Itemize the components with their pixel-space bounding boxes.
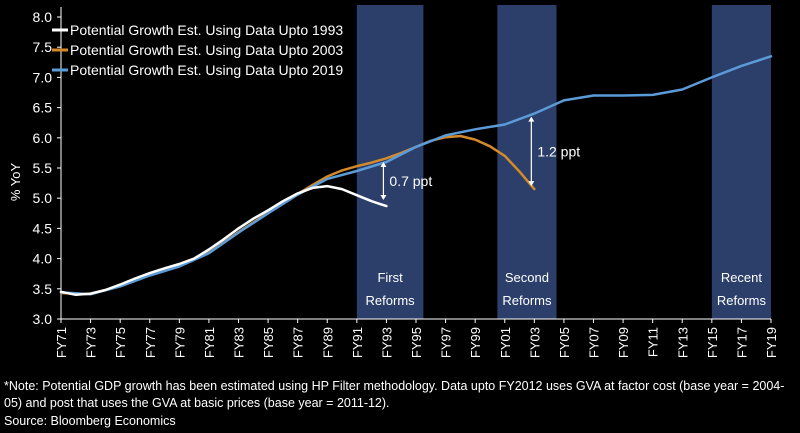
y-tick-label: 5.0 [33, 190, 53, 206]
series-lines [59, 55, 773, 297]
x-tick-label: FY07 [587, 327, 602, 358]
chart-area: First Reforms Second Reforms Recent Reforms 3… [8, 5, 779, 358]
reform-band-label: Recent [721, 270, 763, 285]
y-tick-label: 7.0 [33, 69, 53, 85]
series-line [59, 184, 388, 297]
y-tick-label: 8.0 [33, 9, 53, 25]
reform-band [356, 5, 424, 319]
series-line [59, 55, 773, 296]
x-tick-label: FY17 [734, 327, 749, 358]
x-tick-label: FY87 [291, 327, 306, 358]
x-tick-label: FY93 [379, 327, 394, 358]
x-tick-label: FY09 [616, 327, 631, 358]
y-tick-label: 7.5 [33, 39, 53, 55]
gap-label: 1.2 ppt [537, 143, 580, 159]
x-tick-label: FY99 [468, 327, 483, 358]
legend-entry: Potential Growth Est. Using Data Upto 19… [70, 22, 343, 38]
reform-band-label: Reforms [717, 293, 767, 308]
legend-entry: Potential Growth Est. Using Data Upto 20… [70, 62, 343, 78]
x-tick-label: FY95 [409, 327, 424, 358]
legend: Potential Growth Est. Using Data Upto 19… [52, 22, 343, 78]
x-tick-label: FY73 [84, 327, 99, 358]
x-tick-label: FY97 [439, 327, 454, 358]
gap-label: 0.7 ppt [389, 173, 432, 189]
x-tick-label: FY85 [261, 327, 276, 358]
y-tick-label: 6.0 [33, 130, 53, 146]
y-tick-label: 3.5 [33, 281, 53, 297]
arrow-head [380, 161, 387, 167]
x-tick-label: FY01 [498, 327, 513, 358]
reform-bands: First Reforms Second Reforms Recent Reforms [356, 5, 771, 319]
x-tick-label: FY77 [143, 327, 158, 358]
y-tick-label: 5.5 [33, 160, 53, 176]
x-tick-label: FY03 [527, 327, 542, 358]
x-tick-label: FY79 [172, 327, 187, 358]
x-tick-label: FY19 [764, 327, 779, 358]
reform-band-label: Reforms [366, 293, 416, 308]
y-axis-label: % YoY [8, 163, 23, 202]
arrow-head [380, 195, 387, 201]
reform-band [711, 5, 771, 319]
reform-band-label: First [377, 270, 403, 285]
x-tick-label: FY75 [113, 327, 128, 358]
x-tick-label: FY71 [54, 327, 69, 358]
x-tick-label: FY89 [320, 327, 335, 358]
arrow-head [528, 116, 535, 122]
reform-band-label: Second [505, 270, 549, 285]
footnote: *Note: Potential GDP growth has been est… [4, 379, 785, 410]
legend-entry: Potential Growth Est. Using Data Upto 20… [70, 42, 343, 58]
x-tick-label: FY11 [646, 327, 661, 357]
x-tick-label: FY83 [232, 327, 247, 358]
x-tick-label: FY13 [675, 327, 690, 358]
x-tick-label: FY81 [202, 327, 217, 358]
reform-band [497, 5, 557, 319]
series-line [59, 134, 536, 296]
y-tick-label: 3.0 [33, 311, 53, 327]
x-tick-label: FY91 [350, 327, 365, 358]
reform-band-label: Reforms [502, 293, 552, 308]
x-tick-label: FY15 [705, 327, 720, 358]
annotations: 0.7 ppt 1.2 ppt [380, 116, 580, 201]
x-tick-label: FY05 [557, 327, 572, 358]
y-tick-label: 4.5 [33, 220, 53, 236]
arrow-head [528, 181, 535, 187]
y-tick-label: 6.5 [33, 100, 53, 116]
source-line: Source: Bloomberg Economics [4, 414, 176, 428]
axes: 3.0 3.5 4.0 4.5 5.0 5.5 6.0 6.5 7.0 7.5 8.0 FY71 FY7… [33, 7, 779, 358]
y-tick-label: 4.0 [33, 251, 53, 267]
